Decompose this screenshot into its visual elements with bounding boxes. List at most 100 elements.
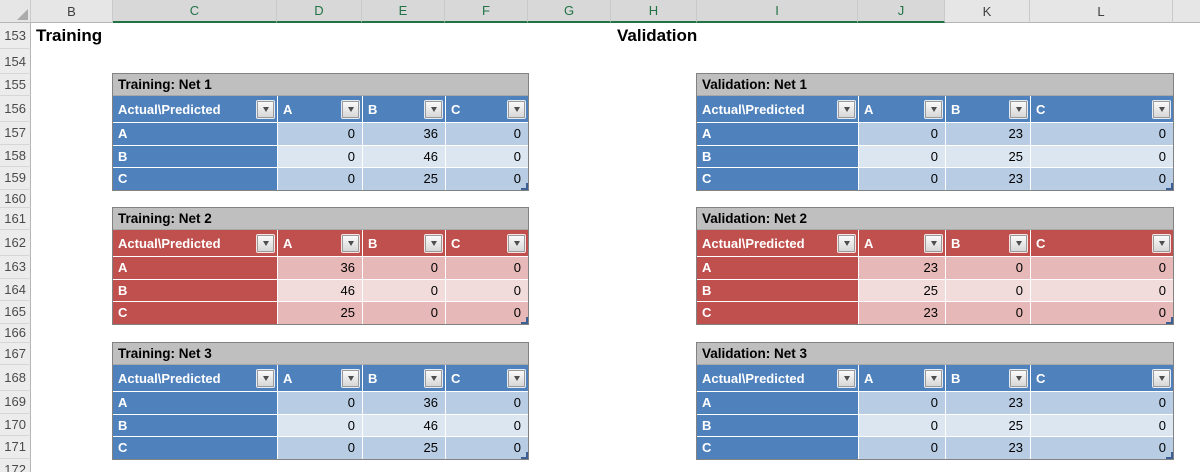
row-header-157[interactable]: 157 [0, 122, 31, 145]
data-cell[interactable]: 0 [945, 301, 1030, 324]
row-header-155[interactable]: 155 [0, 74, 31, 96]
data-cell[interactable]: 0 [445, 436, 528, 459]
filter-dropdown-button[interactable] [257, 234, 274, 252]
column-header-cell[interactable]: Actual\Predicted [113, 96, 277, 122]
row-header-171[interactable]: 171 [0, 436, 31, 459]
column-header-cell[interactable]: Actual\Predicted [113, 230, 277, 256]
row-label-cell[interactable]: C [113, 167, 277, 190]
data-cell[interactable]: 0 [1030, 256, 1173, 279]
column-header-cell[interactable]: C [1030, 365, 1173, 391]
filter-dropdown-button[interactable] [508, 100, 525, 118]
column-header-l[interactable]: L [1030, 0, 1173, 23]
row-label-cell[interactable]: A [113, 391, 277, 414]
data-cell[interactable]: 0 [858, 413, 945, 436]
column-header-cell[interactable]: B [362, 96, 445, 122]
data-cell[interactable]: 0 [445, 256, 528, 279]
filter-dropdown-button[interactable] [425, 369, 442, 387]
row-header-168[interactable]: 168 [0, 365, 31, 391]
column-header-cell[interactable]: C [445, 230, 528, 256]
column-header-cell[interactable]: Actual\Predicted [113, 365, 277, 391]
column-header-g[interactable]: G [528, 0, 611, 23]
data-cell[interactable]: 23 [858, 301, 945, 324]
table-resize-handle[interactable] [1166, 316, 1173, 324]
row-header-162[interactable]: 162 [0, 230, 31, 256]
filter-dropdown-button[interactable] [425, 100, 442, 118]
data-cell[interactable]: 0 [858, 122, 945, 145]
row-label-cell[interactable]: C [697, 301, 858, 324]
column-header-cell[interactable]: B [362, 365, 445, 391]
row-header-160[interactable]: 160 [0, 189, 31, 208]
row-header-156[interactable]: 156 [0, 96, 31, 122]
data-cell[interactable]: 23 [945, 391, 1030, 414]
data-cell[interactable]: 0 [277, 391, 362, 414]
column-header-cell[interactable]: A [858, 365, 945, 391]
table-resize-handle[interactable] [521, 451, 528, 459]
row-label-cell[interactable]: B [697, 278, 858, 301]
data-cell[interactable]: 36 [362, 122, 445, 145]
column-header-e[interactable]: E [362, 0, 445, 23]
column-header-cell[interactable]: A [858, 96, 945, 122]
data-cell[interactable]: 46 [362, 413, 445, 436]
column-header-cell[interactable]: A [277, 365, 362, 391]
data-cell[interactable]: 0 [445, 301, 528, 324]
data-cell[interactable]: 46 [277, 278, 362, 301]
column-header-partial[interactable] [1173, 0, 1200, 23]
row-label-cell[interactable]: C [697, 167, 858, 190]
data-cell[interactable]: 25 [362, 167, 445, 190]
data-cell[interactable]: 0 [1030, 436, 1173, 459]
filter-dropdown-button[interactable] [342, 369, 359, 387]
data-cell[interactable]: 25 [945, 413, 1030, 436]
row-header-172[interactable]: 172 [0, 458, 31, 472]
row-label-cell[interactable]: A [697, 122, 858, 145]
column-header-cell[interactable]: C [445, 365, 528, 391]
row-label-cell[interactable]: B [697, 144, 858, 167]
data-cell[interactable]: 0 [362, 278, 445, 301]
column-header-cell[interactable]: B [945, 96, 1030, 122]
data-cell[interactable]: 0 [945, 256, 1030, 279]
row-header-163[interactable]: 163 [0, 256, 31, 279]
row-label-cell[interactable]: C [697, 436, 858, 459]
data-cell[interactable]: 36 [362, 391, 445, 414]
column-header-cell[interactable]: A [277, 230, 362, 256]
row-header-170[interactable]: 170 [0, 413, 31, 436]
row-header-166[interactable]: 166 [0, 323, 31, 343]
data-cell[interactable]: 0 [858, 144, 945, 167]
data-cell[interactable]: 0 [445, 278, 528, 301]
data-cell[interactable]: 0 [1030, 413, 1173, 436]
filter-dropdown-button[interactable] [342, 100, 359, 118]
row-label-cell[interactable]: C [113, 436, 277, 459]
column-header-d[interactable]: D [277, 0, 362, 23]
row-header-161[interactable]: 161 [0, 208, 31, 230]
table-resize-handle[interactable] [1166, 182, 1173, 190]
row-label-cell[interactable]: B [697, 413, 858, 436]
data-cell[interactable]: 25 [858, 278, 945, 301]
column-header-cell[interactable]: C [1030, 96, 1173, 122]
filter-dropdown-button[interactable] [1153, 369, 1170, 387]
column-header-cell[interactable]: A [277, 96, 362, 122]
column-header-j[interactable]: J [858, 0, 945, 23]
row-label-cell[interactable]: C [113, 301, 277, 324]
row-label-cell[interactable]: B [113, 413, 277, 436]
row-label-cell[interactable]: A [113, 122, 277, 145]
filter-dropdown-button[interactable] [1153, 100, 1170, 118]
column-header-cell[interactable]: Actual\Predicted [697, 230, 858, 256]
section-title-training[interactable]: Training [36, 26, 103, 45]
data-cell[interactable]: 0 [858, 167, 945, 190]
column-header-cell[interactable]: C [1030, 230, 1173, 256]
data-cell[interactable]: 0 [277, 122, 362, 145]
data-cell[interactable]: 0 [277, 144, 362, 167]
row-header-167[interactable]: 167 [0, 343, 31, 365]
column-header-cell[interactable]: Actual\Predicted [697, 96, 858, 122]
column-header-cell[interactable]: A [858, 230, 945, 256]
data-cell[interactable]: 0 [277, 436, 362, 459]
data-cell[interactable]: 0 [1030, 391, 1173, 414]
data-cell[interactable]: 0 [1030, 122, 1173, 145]
row-label-cell[interactable]: A [697, 391, 858, 414]
data-cell[interactable]: 23 [945, 436, 1030, 459]
table-resize-handle[interactable] [521, 316, 528, 324]
column-header-cell[interactable]: B [945, 230, 1030, 256]
column-header-b[interactable]: B [31, 0, 113, 23]
column-header-f[interactable]: F [445, 0, 528, 23]
data-cell[interactable]: 25 [945, 144, 1030, 167]
column-header-cell[interactable]: B [945, 365, 1030, 391]
